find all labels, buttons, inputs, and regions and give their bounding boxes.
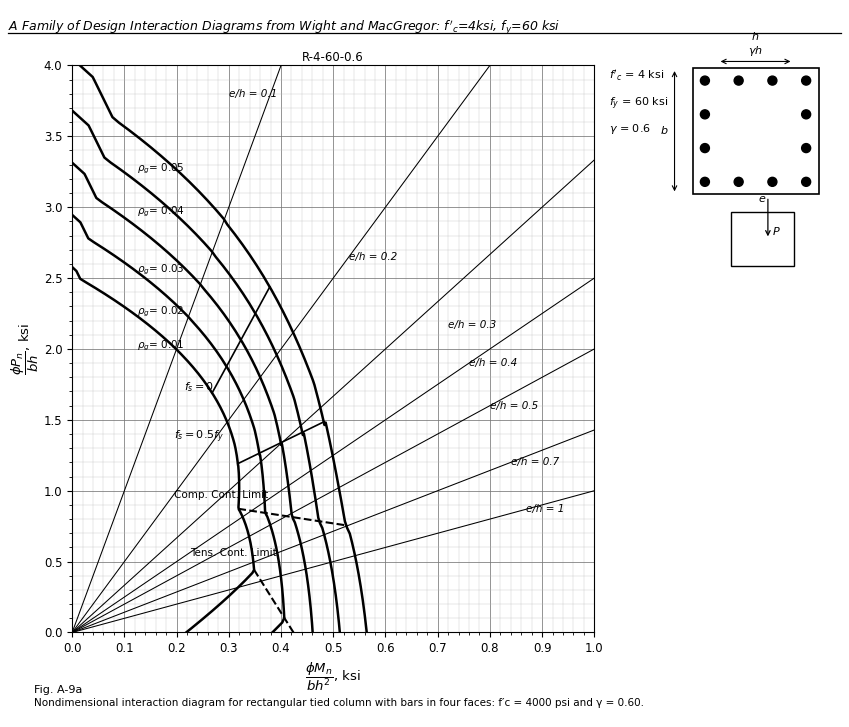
Text: e/h = 1: e/h = 1 — [526, 504, 565, 514]
Circle shape — [734, 177, 743, 186]
Y-axis label: $\dfrac{\phi P_n}{bh}$, ksi: $\dfrac{\phi P_n}{bh}$, ksi — [10, 323, 41, 375]
Circle shape — [700, 177, 710, 186]
Text: e/h = 0.4: e/h = 0.4 — [469, 358, 517, 368]
Text: A Family of Design Interaction Diagrams from Wight and MacGregor: $f'_c$=4ksi, $: A Family of Design Interaction Diagrams … — [8, 18, 560, 36]
Text: $f_y$ = 60 ksi: $f_y$ = 60 ksi — [610, 95, 668, 112]
X-axis label: $\dfrac{\phi M_n}{bh^2}$, ksi: $\dfrac{\phi M_n}{bh^2}$, ksi — [306, 661, 361, 693]
Bar — [731, 212, 794, 266]
Text: b: b — [661, 126, 668, 136]
Text: Tens. Cont. Limit: Tens. Cont. Limit — [189, 548, 277, 558]
Text: e/h = 0.3: e/h = 0.3 — [448, 320, 497, 330]
Text: $f_s = 0.5f_y$: $f_s = 0.5f_y$ — [174, 429, 224, 445]
Circle shape — [700, 144, 710, 153]
Circle shape — [767, 76, 777, 85]
Text: h: h — [752, 32, 759, 42]
Title: R-4-60-0.6: R-4-60-0.6 — [302, 52, 364, 64]
Text: $f'_c$ = 4 ksi: $f'_c$ = 4 ksi — [610, 68, 665, 83]
Text: $\rho_g$= 0.05: $\rho_g$= 0.05 — [138, 161, 185, 176]
Text: $f_s = 0$: $f_s = 0$ — [184, 380, 215, 394]
Text: $\rho_g$= 0.04: $\rho_g$= 0.04 — [138, 204, 185, 219]
Text: $\rho_g$= 0.02: $\rho_g$= 0.02 — [138, 305, 185, 319]
Circle shape — [734, 76, 743, 85]
Circle shape — [767, 177, 777, 186]
Text: Comp. Cont. Limit: Comp. Cont. Limit — [174, 490, 268, 500]
Text: Fig. A-9a: Fig. A-9a — [34, 685, 82, 695]
Text: e/h = 0.5: e/h = 0.5 — [490, 401, 538, 411]
Text: $\rho_g$= 0.03: $\rho_g$= 0.03 — [138, 262, 185, 277]
Circle shape — [700, 76, 710, 85]
Text: e/h = 0.2: e/h = 0.2 — [349, 252, 397, 262]
Text: e/h = 0.1: e/h = 0.1 — [228, 89, 277, 99]
Circle shape — [700, 110, 710, 119]
Text: $\gamma$ = 0.6: $\gamma$ = 0.6 — [610, 122, 651, 136]
Circle shape — [801, 76, 811, 85]
Text: Nondimensional interaction diagram for rectangular tied column with bars in four: Nondimensional interaction diagram for r… — [34, 698, 644, 708]
Circle shape — [801, 177, 811, 186]
Text: $\gamma h$: $\gamma h$ — [748, 44, 763, 58]
Circle shape — [801, 110, 811, 119]
Text: e: e — [759, 194, 766, 204]
Text: e/h = 0.7: e/h = 0.7 — [511, 457, 559, 467]
Text: P: P — [773, 228, 779, 238]
Bar — [693, 68, 818, 194]
Text: $\rho_g$= 0.01: $\rho_g$= 0.01 — [138, 339, 185, 353]
Circle shape — [801, 144, 811, 153]
